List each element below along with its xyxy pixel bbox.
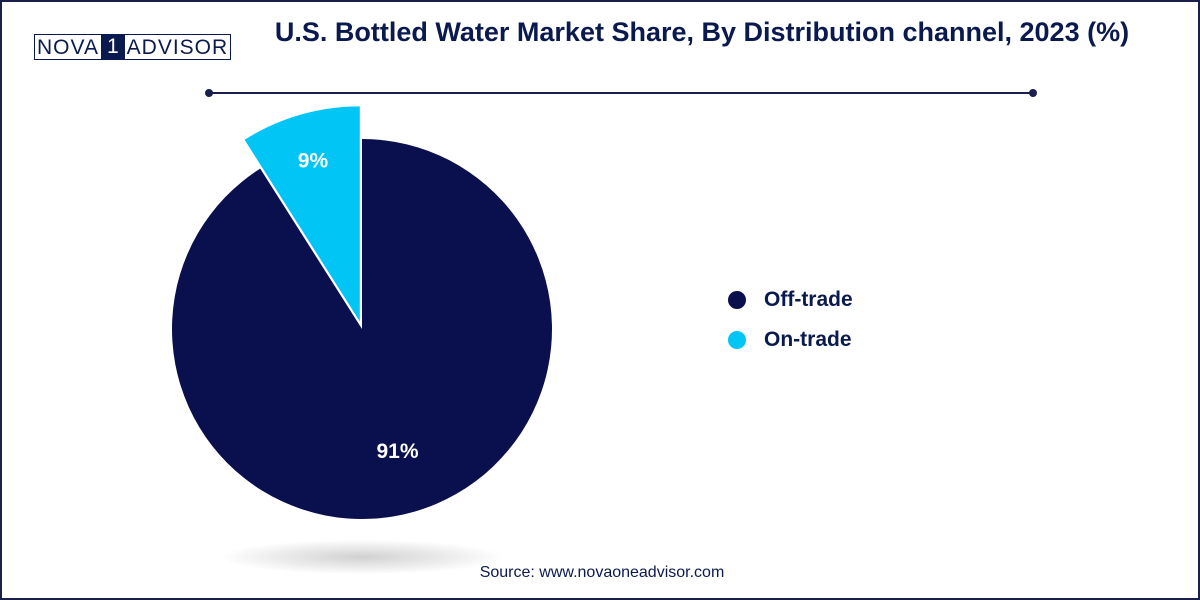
chart-title: U.S. Bottled Water Market Share, By Dist… [274, 17, 1130, 47]
pie-slice-on-trade [244, 106, 360, 322]
pie-shadow [222, 540, 502, 574]
legend-item-on-trade: On-trade [728, 320, 853, 360]
divider-left-dot [205, 89, 213, 97]
data-label-off-trade: 91% [376, 440, 418, 463]
logo-text-one: 1 [101, 34, 124, 60]
pie-slice-off-trade [171, 139, 552, 519]
logo-text-advisor: ADVISOR [123, 34, 232, 60]
chart-legend: Off-trade On-trade [728, 280, 853, 360]
logo-text-nova: NOVA [34, 34, 102, 60]
title-divider [205, 89, 1037, 97]
data-label-on-trade: 9% [298, 149, 329, 172]
divider-right-dot [1029, 89, 1037, 97]
brand-logo: NOVA 1 ADVISOR [34, 34, 232, 60]
legend-label-on-trade: On-trade [764, 328, 852, 351]
legend-item-off-trade: Off-trade [728, 280, 853, 320]
legend-label-off-trade: Off-trade [764, 288, 853, 311]
legend-swatch-off-trade [728, 291, 746, 309]
legend-swatch-on-trade [728, 331, 746, 349]
source-note: Source: www.novaoneadvisor.com [479, 564, 725, 581]
